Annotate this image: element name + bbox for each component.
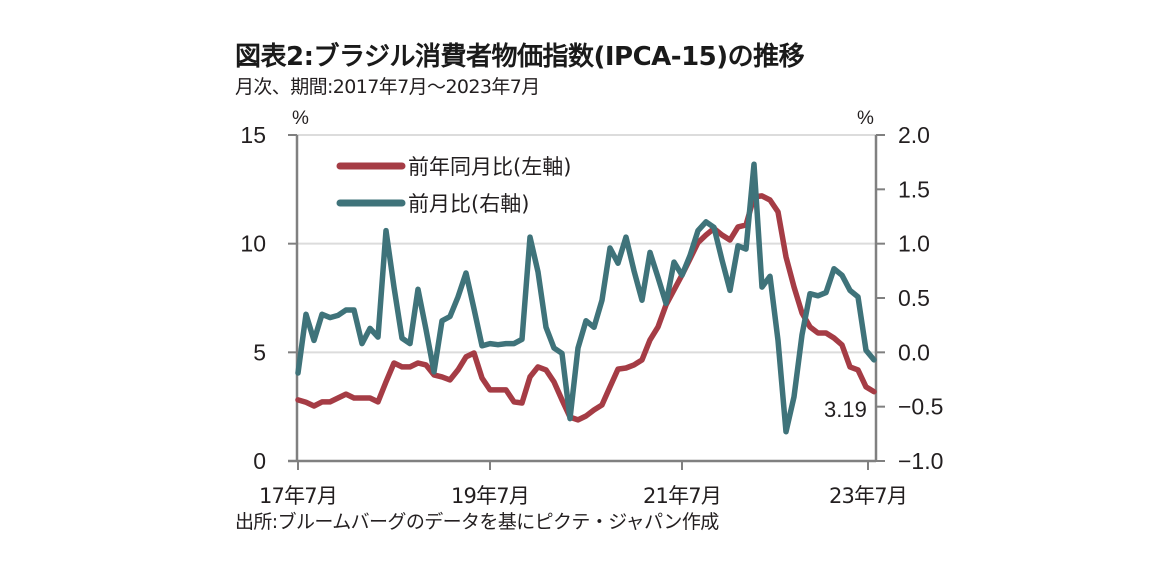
axes: [288, 134, 885, 470]
right-axis-tick-label: 0.0: [898, 339, 930, 365]
x-axis-tick-label: 17年7月: [259, 484, 337, 508]
legend: 前年同月比(左軸) 前月比(右軸): [336, 155, 571, 216]
left-axis-tick-label: 5: [253, 339, 266, 365]
right-axis-tick-label: 1.5: [898, 176, 930, 202]
right-axis-tick-label: −0.5: [898, 394, 943, 420]
right-axis-tick-label: 2.0: [898, 122, 930, 148]
right-axis-tick-label: 1.0: [898, 231, 930, 257]
right-axis-unit: %: [857, 108, 874, 129]
series-lines: [295, 161, 877, 435]
chart-subtitle: 月次、期間:2017年7月～2023年7月: [235, 76, 540, 98]
source-footnote: 出所:ブルームバーグのデータを基にピクテ・ジャパン作成: [235, 511, 719, 533]
last-value-annotation: 3.19: [824, 397, 867, 422]
tick-labels: 0 5 10 15 −1.0 −0.5 0.0 0.5 1.0 1.5 2.0 17年7月 19年7月 2…: [240, 122, 943, 508]
left-axis-unit: %: [292, 108, 309, 129]
right-axis-tick-label: 0.5: [898, 285, 930, 311]
x-axis-tick-label: 21年7月: [643, 484, 721, 508]
right-axis-tick-label: −1.0: [898, 448, 943, 474]
legend-label-mom: 前月比(右軸): [408, 192, 529, 216]
left-axis-tick-label: 0: [253, 448, 266, 474]
left-axis-tick-label: 10: [240, 231, 266, 257]
chart-title: 図表2:ブラジル消費者物価指数(IPCA-15)の推移: [235, 42, 805, 72]
legend-label-yoy: 前年同月比(左軸): [408, 155, 571, 179]
x-axis-tick-label: 19年7月: [451, 484, 529, 508]
left-axis-tick-label: 15: [240, 122, 266, 148]
x-axis-tick-label: 23年7月: [829, 484, 907, 508]
